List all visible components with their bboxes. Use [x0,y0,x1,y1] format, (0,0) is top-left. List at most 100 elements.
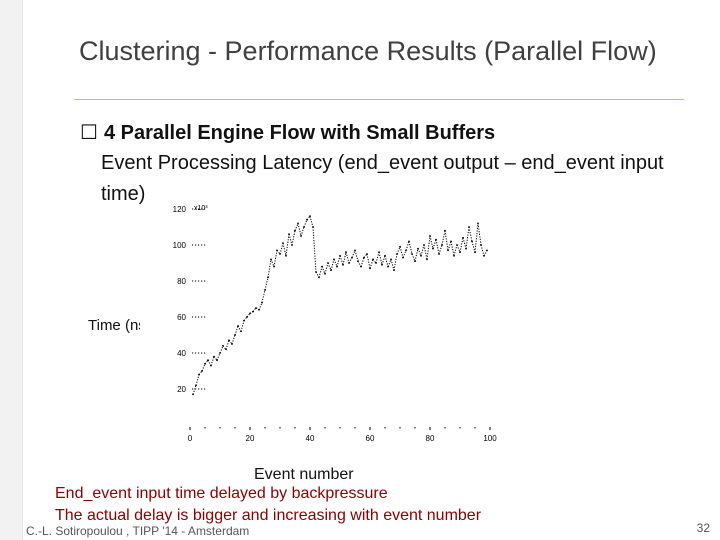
series-segment [420,244,425,256]
y-tick-mark [201,316,203,318]
series-segment [384,255,389,267]
data-point [276,249,278,252]
y-tick-label: 40 [177,349,186,358]
data-point [408,240,410,243]
data-point [318,276,320,279]
data-point [237,325,239,327]
series-segment [273,250,278,267]
data-point [429,235,431,237]
data-point [372,258,374,261]
series-segment [240,320,245,332]
data-point [219,352,221,354]
data-point [435,238,437,241]
data-point [336,265,338,268]
data-point [405,249,407,252]
x-tick-label: 60 [366,434,375,443]
data-point [273,265,275,268]
data-point [270,258,272,261]
x-tick-mark [429,427,431,430]
y-tick-mark [192,316,194,318]
data-point [381,263,383,266]
y-tick-mark [198,208,200,210]
series-segment [393,253,398,271]
series-segment [216,352,221,361]
x-tick-mark [249,427,251,430]
series-segment [402,250,407,258]
series-segment [267,259,272,278]
data-point [420,254,422,257]
series-segment [201,363,206,372]
series-segment [471,241,476,253]
y-tick-mark [198,316,200,318]
data-point [210,364,212,367]
data-point [357,260,359,263]
data-point [303,226,305,228]
data-point [447,249,449,252]
y-tick-label: 60 [177,313,186,322]
series-segment [333,259,338,267]
y-tick-mark [198,280,200,282]
x-tick-mark [354,427,356,429]
data-point [300,235,302,237]
data-point [375,262,377,264]
data-point [351,256,353,259]
series-segment [375,252,380,264]
data-point [348,262,350,264]
data-point [399,245,401,248]
data-point [309,215,311,218]
subheading: Event Processing Latency (end_event outp… [101,152,664,205]
data-point [483,254,485,257]
data-point [312,226,314,228]
y-tick-mark [192,208,194,210]
series-segment [348,257,353,264]
data-point [324,272,326,275]
data-point [222,344,224,347]
x-tick-mark [324,427,326,429]
data-point [465,247,467,250]
series-segment [465,226,470,249]
y-tick-group: 20 40 60 80 100 120 [173,205,206,394]
data-point [363,256,365,259]
data-point [480,244,482,246]
y-tick-label: 20 [177,385,186,394]
data-point [345,251,347,254]
data-point [459,251,461,254]
data-point [279,253,281,255]
data-point [444,229,446,232]
data-point [225,348,227,351]
series-segment [357,260,362,267]
series-segment [483,250,488,257]
data-point [453,254,455,257]
series-segment [309,216,314,228]
note-backpressure: End_event input time delayed by backpres… [55,485,388,502]
data-point [411,253,413,255]
series-segment [444,230,449,251]
y-tick-mark [204,388,206,390]
series-segment [261,289,266,303]
note-actual-delay: The actual delay is bigger and increasin… [55,507,482,524]
series-segment [234,325,239,336]
data-point [441,244,443,246]
y-tick-mark [201,352,203,354]
series-segment [342,252,347,265]
series-segment [408,241,413,255]
data-point [474,251,476,254]
series-segment [369,259,374,269]
series-segment [399,246,404,258]
data-point [258,308,260,311]
series-segment [264,277,269,291]
data-point [252,310,254,313]
series-segment [447,241,452,251]
y-tick-mark [195,208,197,210]
data-point [231,343,233,345]
data-point [306,218,308,221]
x-tick-mark [384,427,386,429]
data-point [426,258,428,261]
y-tick-mark [201,388,203,390]
data-point [330,269,332,272]
data-point [360,265,362,268]
series-segment [330,259,335,271]
x-tick-mark [279,427,281,429]
series-segment [474,223,479,253]
